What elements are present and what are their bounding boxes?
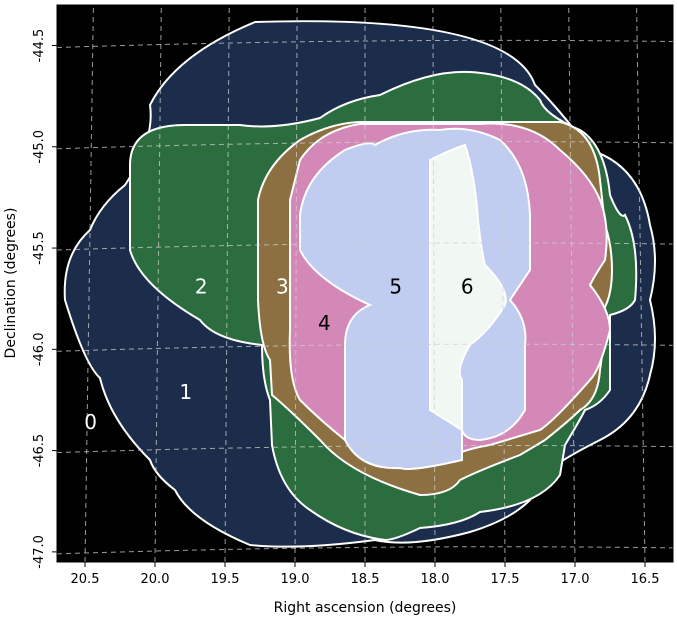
x-tick-label-3: 19.0 (281, 572, 310, 587)
y-tick-label-2: -45.5 (32, 231, 47, 265)
x-axis-label: Right ascension (degrees) (274, 600, 457, 616)
x-gridline-1 (154, 4, 162, 563)
y-tick-label-4: -46.5 (32, 434, 47, 468)
x-tick-label-1: 20.0 (141, 572, 170, 587)
x-gridline-6 (500, 4, 506, 563)
region-labels: 0 1 2 3 4 5 6 (84, 275, 473, 435)
region-6-area (429, 143, 507, 432)
x-gridline-8 (636, 4, 646, 563)
y-gridline-0 (56, 39, 674, 49)
y-gridline-2 (56, 242, 674, 251)
y-tick-label-1: -45.0 (32, 130, 47, 164)
y-gridline-1 (56, 141, 674, 150)
region-label-2: 2 (195, 275, 208, 299)
x-tick-label-4: 18.5 (351, 572, 380, 587)
x-gridline-5 (432, 4, 436, 563)
x-tick-label-7: 17.0 (561, 572, 590, 587)
x-gridline-7 (568, 4, 576, 563)
region-label-4: 4 (318, 311, 331, 335)
y-tick-label-3: -46.0 (32, 333, 47, 367)
x-tick-label-6: 17.5 (491, 572, 520, 587)
x-gridline-2 (224, 4, 230, 563)
y-axis-ticks: -44.5 -45.0 -45.5 -46.0 -46.5 -47.0 (32, 29, 57, 569)
x-tick-label-2: 19.5 (211, 572, 240, 587)
y-tick-label-0: -44.5 (32, 29, 47, 63)
y-gridline-3 (56, 343, 674, 352)
region-label-5: 5 (389, 275, 402, 299)
y-gridline-4 (56, 444, 674, 454)
y-axis-label: Declination (degrees) (3, 208, 19, 359)
x-tick-label-5: 18.0 (421, 572, 450, 587)
y-gridline-5 (56, 546, 674, 555)
x-tick-label-0: 20.5 (71, 572, 100, 587)
region-label-3: 3 (276, 275, 289, 299)
x-gridline-3 (294, 4, 298, 563)
x-axis-ticks: 20.5 20.0 19.5 19.0 18.5 18.0 17.5 17.0 16.5 (71, 562, 660, 587)
x-gridline-0 (84, 4, 94, 563)
region-label-0: 0 (84, 410, 97, 434)
coverage-regions (63, 20, 656, 548)
y-tick-label-5: -47.0 (32, 535, 47, 569)
grid-overlay (56, 4, 674, 563)
region-label-1: 1 (179, 380, 192, 404)
x-tick-label-8: 16.5 (631, 572, 660, 587)
region-label-6: 6 (461, 275, 474, 299)
